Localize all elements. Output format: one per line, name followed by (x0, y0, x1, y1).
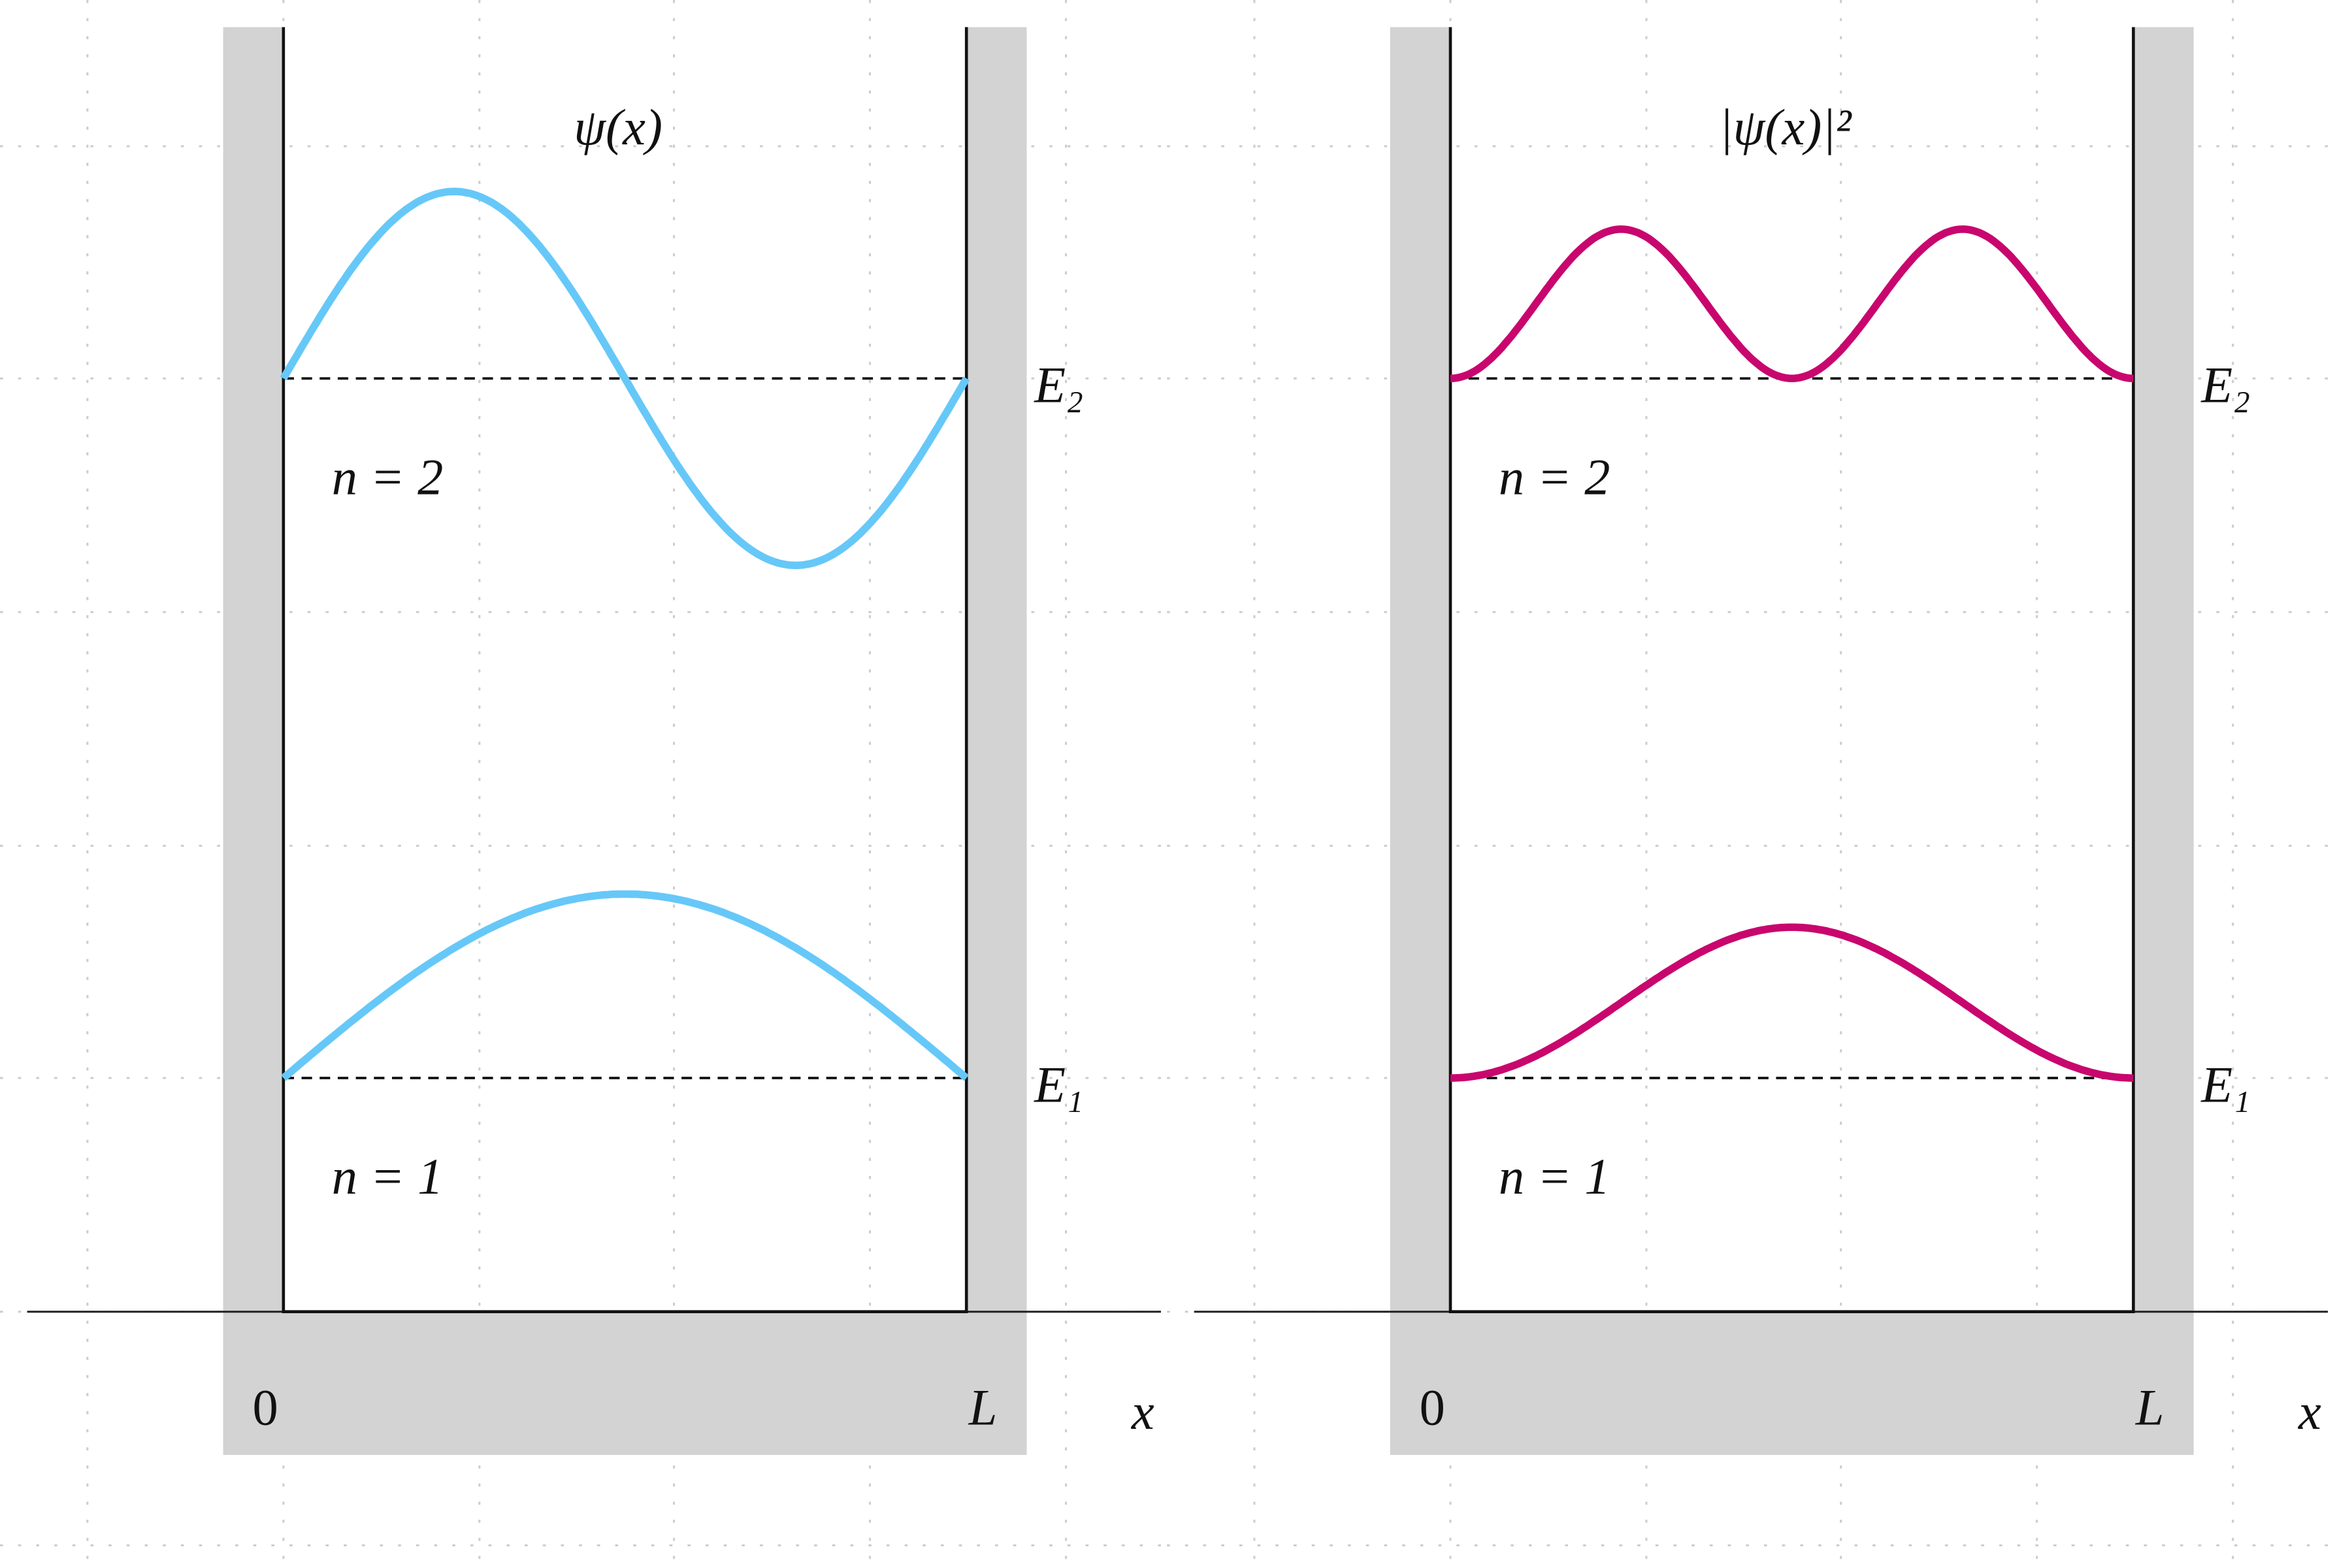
panel-title: ψ(x) (574, 99, 662, 155)
wave-curve (280, 188, 970, 570)
wall (966, 27, 1027, 1312)
end-label: L (2135, 1379, 2164, 1435)
end-label: L (968, 1379, 998, 1435)
quantum-number: n = 2 (332, 448, 444, 505)
quantum-number: n = 1 (1499, 1148, 1610, 1205)
energy-label: E₁ (1034, 1056, 1083, 1113)
axis-label: x (2298, 1383, 2321, 1440)
panel-title: |ψ(x)|² (1719, 99, 1852, 155)
wave-curve (281, 890, 969, 1081)
energy-label: E₂ (1034, 357, 1083, 414)
wave-curve (1450, 923, 2134, 1082)
wall (223, 27, 284, 1312)
energy-label: E₂ (2200, 357, 2250, 414)
floor (223, 1311, 1027, 1455)
origin-label: 0 (253, 1379, 278, 1435)
wall (2133, 27, 2194, 1312)
energy-label: E₁ (2200, 1056, 2250, 1113)
origin-label: 0 (1420, 1379, 1445, 1435)
wall (1390, 27, 1450, 1312)
well (1448, 27, 2135, 1313)
well (282, 27, 968, 1313)
wave-curve (1450, 225, 2134, 383)
axis-label: x (1131, 1383, 1154, 1440)
floor (1390, 1311, 2194, 1455)
quantum-number: n = 2 (1499, 448, 1610, 505)
quantum-number: n = 1 (332, 1148, 444, 1205)
